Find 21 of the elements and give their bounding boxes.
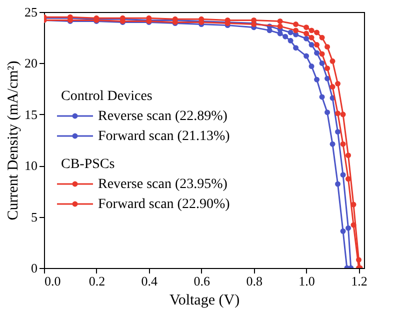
x-tick-label: 0.8	[246, 274, 262, 288]
legend-label: Forward scan (22.90%)	[98, 197, 230, 212]
y-tick-label: 15	[24, 106, 38, 122]
legend-label: Reverse scan (22.89%)	[98, 109, 228, 124]
y-tick-label: 10	[24, 158, 38, 174]
annotation: Control Devices	[61, 89, 152, 104]
x-tick-label: 0.4	[141, 274, 158, 288]
y-tick-label: 0	[31, 260, 38, 276]
legend-label: Reverse scan (23.95%)	[98, 177, 228, 192]
x-tick-label: 1.2	[351, 274, 368, 288]
x-axis-title: Voltage (V)	[169, 292, 240, 308]
annotation: CB-PSCs	[61, 157, 115, 172]
legend-label: Forward scan (21.13%)	[98, 129, 230, 144]
x-tick-label: 0.6	[194, 274, 210, 288]
y-axis-title: Current Density (mA/cm²)	[6, 60, 22, 220]
y-tick-label: 20	[24, 56, 38, 71]
y-tick-label: 5	[31, 209, 38, 224]
y-tick-label: 25	[24, 4, 38, 20]
x-tick-label: 0.2	[88, 274, 106, 288]
x-tick-label: 0.0	[44, 274, 61, 288]
x-tick-label: 1.0	[298, 274, 315, 288]
